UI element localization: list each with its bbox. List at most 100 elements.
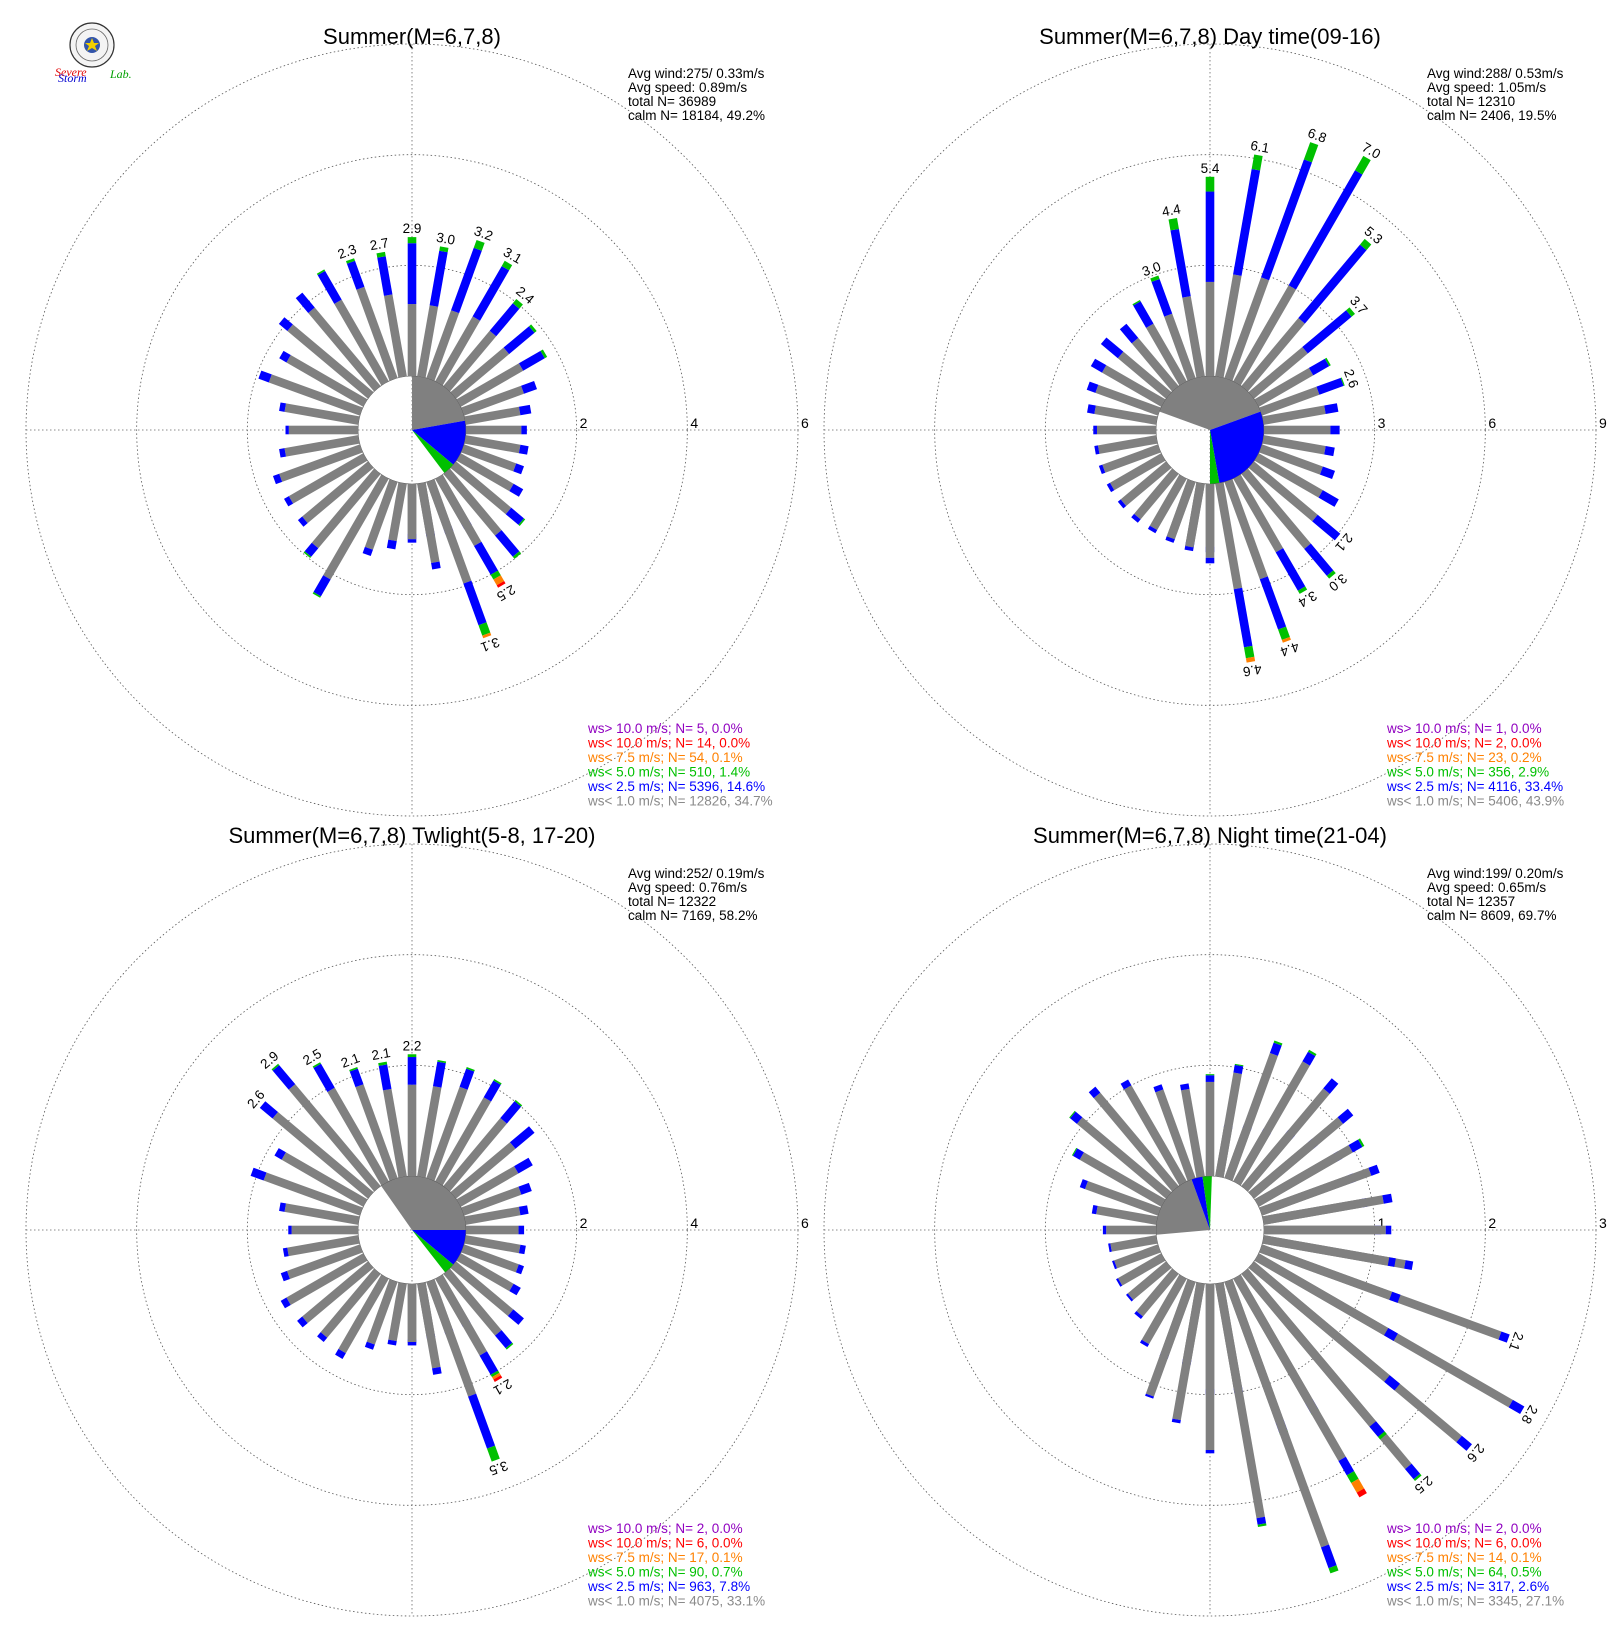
bar-segment xyxy=(505,507,524,525)
calm-wedge xyxy=(381,1176,466,1230)
bar-segment xyxy=(1233,1064,1244,1075)
bar-segment xyxy=(500,1101,522,1124)
bar-segment xyxy=(407,1084,417,1176)
bar-segment xyxy=(317,270,342,304)
wind-spoke xyxy=(464,435,529,455)
bar-segment xyxy=(456,453,514,492)
wind-spoke xyxy=(464,1235,526,1255)
bar-segment xyxy=(1172,1282,1205,1421)
stats-line: Avg speed: 0.89m/s xyxy=(628,80,747,95)
bar-segment xyxy=(1404,1260,1414,1270)
bar-segment xyxy=(279,350,291,363)
bar-segment xyxy=(1145,1393,1154,1399)
wind-spoke xyxy=(1264,1225,1392,1235)
legend-entry: ws< 10.0 m/s; N= 2, 0.0% xyxy=(1386,736,1542,751)
wind-spoke xyxy=(386,482,407,550)
wind-spoke xyxy=(1145,1279,1196,1399)
bar-segment xyxy=(505,1342,514,1350)
bar-segment xyxy=(1245,656,1256,663)
bar-segment xyxy=(489,303,520,337)
bar-segment xyxy=(461,385,525,416)
bar-segment xyxy=(1324,357,1331,367)
bar-segment xyxy=(1141,1274,1187,1345)
bar-segment xyxy=(1304,543,1334,576)
bar-segment xyxy=(1146,323,1187,386)
legend-entry: ws< 7.5 m/s; N= 14, 0.1% xyxy=(1386,1550,1542,1565)
bar-segment xyxy=(1090,358,1107,373)
wind-spoke xyxy=(1106,453,1166,493)
bar-segment xyxy=(288,1084,381,1192)
wind-spoke xyxy=(464,1205,529,1225)
bar-segment xyxy=(1165,536,1175,543)
bar-segment xyxy=(450,347,510,399)
wind-spoke xyxy=(461,1182,532,1216)
bar-segment xyxy=(1254,367,1314,407)
spoke-value-label: 3.0 xyxy=(435,230,456,248)
bar-segment xyxy=(483,1080,501,1102)
wind-spoke xyxy=(1262,435,1335,457)
bar-segment xyxy=(451,247,482,314)
wind-spoke xyxy=(1241,1078,1339,1192)
bar-segment xyxy=(456,363,524,407)
bar-segment xyxy=(429,250,448,307)
bar-segment xyxy=(1131,337,1179,392)
wind-spoke xyxy=(1112,1244,1161,1270)
bar-segment xyxy=(1369,1421,1385,1437)
bar-segment xyxy=(286,355,368,407)
wind-spoke xyxy=(279,350,368,407)
wind-spoke xyxy=(1093,425,1156,435)
bar-segment xyxy=(459,1068,475,1090)
wind-spoke xyxy=(407,484,417,543)
stats-line: Avg speed: 1.05m/s xyxy=(1427,80,1546,95)
wind-spoke xyxy=(461,380,538,416)
bar-segment xyxy=(1328,1565,1339,1574)
bar-segment xyxy=(426,1279,477,1397)
bar-segment xyxy=(1117,499,1127,509)
wind-spoke xyxy=(1233,1274,1367,1498)
bar-segment xyxy=(1126,1293,1134,1302)
bar-segment xyxy=(378,1064,392,1091)
bar-segment xyxy=(258,370,272,383)
wind-spoke xyxy=(274,1148,368,1207)
bar-segment xyxy=(1248,346,1308,399)
bar-segment xyxy=(464,1206,521,1225)
bar-segment xyxy=(1498,1331,1510,1343)
bar-segment xyxy=(456,1253,514,1292)
bar-segment xyxy=(443,330,497,392)
bar-segment xyxy=(1164,313,1196,381)
bar-segment xyxy=(473,239,485,251)
bar-segment xyxy=(466,1225,519,1235)
bar-segment xyxy=(494,1330,513,1349)
calm-wedge xyxy=(412,376,466,430)
calm-wedge xyxy=(412,1230,466,1265)
wind-spoke xyxy=(1184,482,1205,552)
bar-segment xyxy=(1224,1279,1330,1548)
bar-segment xyxy=(472,266,510,321)
bar-segment xyxy=(1119,323,1139,344)
bar-segment xyxy=(450,1142,516,1199)
bar-segment xyxy=(514,1157,533,1174)
bar-segment xyxy=(295,292,315,313)
bar-segment xyxy=(1070,1111,1083,1124)
bar-segment xyxy=(1262,1235,1390,1266)
lab-logo: Severe Storm Lab. xyxy=(55,22,132,85)
bar-segment xyxy=(518,1182,532,1195)
bar-segment xyxy=(284,496,294,507)
logo-star-icon xyxy=(85,38,99,51)
bar-segment xyxy=(1251,154,1263,171)
bar-segment xyxy=(280,1270,290,1282)
bar-segment xyxy=(1114,1244,1161,1269)
bar-segment xyxy=(1205,1075,1215,1082)
wind-spoke xyxy=(450,324,537,399)
spoke-value-label: 4.6 xyxy=(1242,661,1263,679)
bar-segment xyxy=(1326,570,1336,579)
wind-spoke xyxy=(426,479,492,639)
bar-segment xyxy=(474,541,499,575)
bar-segment xyxy=(407,237,417,244)
bar-segment xyxy=(281,1152,368,1207)
bar-segment xyxy=(259,1101,279,1119)
legend-entry: ws< 5.0 m/s; N= 64, 0.5% xyxy=(1386,1565,1542,1580)
bar-segment xyxy=(386,539,397,550)
bar-segment xyxy=(1377,1431,1387,1440)
bar-segment xyxy=(278,317,293,332)
